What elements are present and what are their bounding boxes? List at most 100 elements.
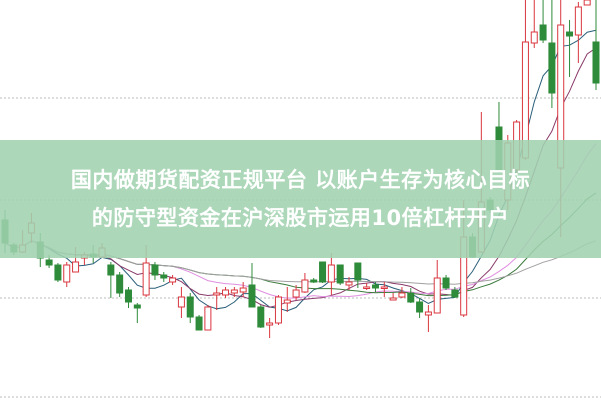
candle-body: [310, 279, 318, 283]
candle: [257, 305, 265, 328]
candle: [160, 272, 168, 282]
candle: [222, 287, 230, 298]
candle-body: [116, 274, 124, 294]
candle-body: [239, 287, 247, 293]
candle-body: [380, 286, 388, 289]
headline-banner: 国内做期货配资正规平台 以账户生存为核心目标 的防守型资金在沪深股市运用10倍杠…: [0, 140, 601, 258]
candle-body: [583, 0, 591, 6]
candle: [389, 293, 397, 301]
candle: [186, 293, 194, 323]
candle: [204, 305, 212, 331]
candle-body: [45, 259, 53, 266]
candle: [345, 277, 353, 290]
candle-body: [424, 311, 432, 316]
candle: [124, 287, 132, 308]
candle: [566, 20, 574, 77]
candle-body: [451, 289, 459, 298]
candle: [54, 263, 62, 282]
candle-body: [124, 289, 132, 303]
candle: [169, 275, 177, 285]
candle-body: [354, 262, 362, 281]
candle: [451, 287, 459, 298]
candle: [133, 303, 141, 323]
candle: [266, 318, 274, 338]
candle-body: [319, 261, 327, 283]
candle: [195, 315, 203, 331]
candle-body: [248, 284, 256, 308]
candle-body: [186, 296, 194, 318]
candle-body: [292, 289, 300, 298]
candle-body: [539, 24, 547, 41]
candle: [380, 282, 388, 297]
candle-body: [257, 306, 265, 328]
headline-line-1: 国内做期货配资正规平台 以账户生存为核心目标: [70, 168, 531, 192]
candle: [592, 0, 600, 90]
candle-body: [407, 292, 415, 303]
candle: [283, 287, 291, 312]
headline-line-2: 的防守型资金在沪深股市运用10倍杠杆开户: [91, 206, 510, 230]
candle: [574, 2, 582, 63]
candle: [521, 0, 529, 160]
candle: [107, 262, 115, 298]
candle-body: [371, 284, 379, 289]
candle-body: [204, 306, 212, 331]
candle-body: [160, 274, 168, 279]
candle: [151, 262, 159, 280]
candle-body: [222, 289, 230, 296]
candle-body: [301, 279, 309, 293]
candle: [63, 262, 71, 287]
candle: [363, 283, 371, 290]
candle-body: [416, 301, 424, 313]
candle: [371, 282, 379, 292]
candle: [354, 262, 362, 288]
candle: [116, 272, 124, 297]
candle: [336, 264, 344, 285]
candle: [327, 253, 335, 295]
candle-body: [566, 31, 574, 37]
candle-body: [363, 286, 371, 289]
candle: [248, 263, 256, 308]
candle-body: [72, 261, 80, 273]
candle-body: [54, 264, 62, 281]
candle: [416, 298, 424, 318]
candle: [177, 287, 185, 318]
candle: [539, 0, 547, 43]
candle-body: [274, 296, 282, 324]
candle: [424, 305, 432, 332]
candle: [230, 287, 238, 297]
candle: [310, 278, 318, 283]
candle-body: [327, 264, 335, 283]
candle-body: [345, 281, 353, 286]
candle-body: [442, 277, 450, 289]
candle-body: [107, 264, 115, 276]
candle: [319, 261, 327, 283]
candle: [301, 273, 309, 293]
candle: [548, 0, 556, 108]
candle-body: [142, 262, 150, 296]
candle-body: [530, 31, 538, 44]
candle: [407, 288, 415, 303]
candle: [239, 282, 247, 297]
candle: [433, 260, 441, 314]
candle-body: [230, 289, 238, 294]
candle-body: [169, 277, 177, 283]
candle: [274, 295, 282, 325]
candle: [398, 287, 406, 298]
candle-body: [213, 292, 221, 296]
candle-body: [336, 264, 344, 284]
candle-body: [151, 264, 159, 276]
candle: [583, 0, 591, 6]
candle: [213, 287, 221, 310]
candle-body: [389, 297, 397, 301]
candle-body: [177, 296, 185, 308]
candle: [442, 275, 450, 290]
candle-body: [63, 264, 71, 283]
candle: [530, 0, 538, 48]
candle-body: [195, 316, 203, 331]
candle-body: [592, 41, 600, 84]
candle-body: [574, 6, 582, 36]
candle-body: [283, 299, 291, 304]
candle-body: [266, 322, 274, 326]
candle: [292, 285, 300, 300]
